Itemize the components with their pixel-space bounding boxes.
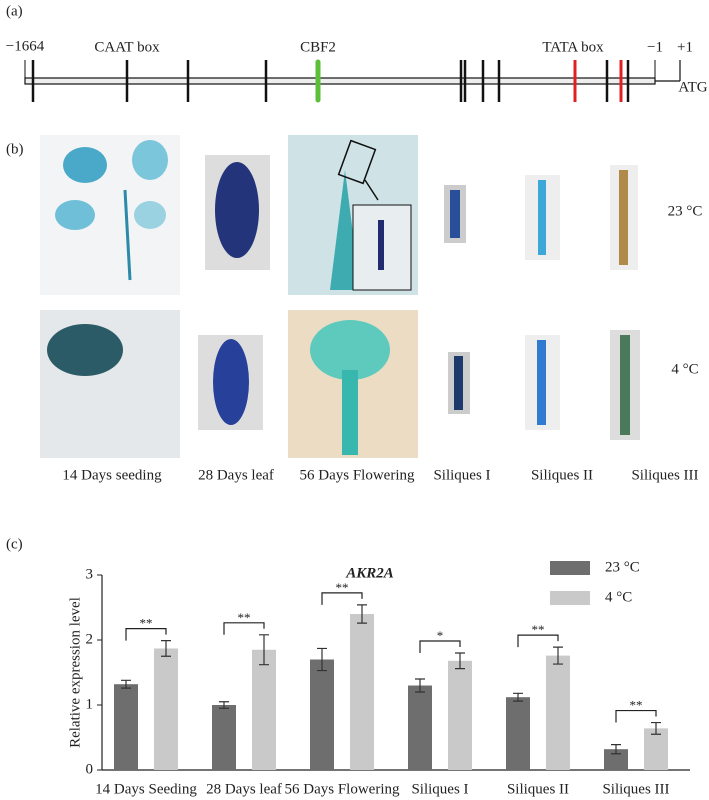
significance-bracket bbox=[125, 628, 167, 641]
y-tick-label: 0 bbox=[86, 761, 94, 777]
column-label: Siliques I bbox=[433, 467, 490, 483]
x-tick-label: Siliques I bbox=[411, 781, 468, 797]
x-tick-label: Siliques III bbox=[602, 781, 669, 797]
significance-bracket bbox=[223, 622, 265, 635]
column-label: 56 Days Flowering bbox=[300, 467, 415, 483]
row-label: 4 °C bbox=[671, 361, 698, 377]
error-bar bbox=[219, 701, 229, 709]
error-bar bbox=[161, 640, 171, 657]
element-label: CBF2 bbox=[300, 39, 336, 55]
bar bbox=[644, 728, 668, 770]
y-tick-label: 3 bbox=[86, 566, 94, 582]
y-axis-label: Relative expression level bbox=[67, 597, 83, 748]
start-label: −1664 bbox=[6, 38, 45, 54]
error-bar bbox=[317, 647, 327, 672]
error-bar bbox=[121, 679, 131, 689]
error-bar bbox=[553, 646, 563, 665]
bar bbox=[546, 655, 570, 770]
error-bar bbox=[415, 678, 425, 693]
column-label: Siliques II bbox=[531, 467, 593, 483]
legend-swatch bbox=[550, 591, 590, 605]
bar bbox=[506, 697, 530, 770]
bar bbox=[310, 659, 334, 770]
column-label: Siliques III bbox=[631, 467, 698, 483]
significance-label: ** bbox=[532, 622, 545, 637]
promoter bbox=[24, 59, 681, 103]
bar bbox=[252, 649, 276, 770]
legend-swatch bbox=[550, 561, 590, 575]
legend-label: 4 °C bbox=[605, 589, 632, 605]
y-tick-label: 1 bbox=[86, 696, 94, 712]
y-tick-label: 2 bbox=[86, 631, 94, 647]
bar bbox=[154, 648, 178, 770]
significance-bracket bbox=[321, 592, 363, 605]
legend-label: 23 °C bbox=[605, 559, 640, 575]
error-bar bbox=[259, 634, 269, 666]
error-bar bbox=[513, 692, 523, 702]
significance-label: ** bbox=[238, 610, 251, 625]
photos bbox=[40, 135, 640, 458]
significance-bracket bbox=[517, 634, 559, 648]
significance-label: ** bbox=[336, 580, 349, 595]
row-label: 23 °C bbox=[668, 203, 703, 219]
error-bar bbox=[455, 652, 465, 670]
error-bar bbox=[611, 744, 621, 755]
atg-label: ATG bbox=[678, 79, 707, 95]
chart-title: AKR2A bbox=[345, 565, 394, 581]
error-bar bbox=[357, 604, 367, 624]
significance-bracket bbox=[419, 640, 461, 653]
significance-label: ** bbox=[630, 698, 643, 713]
bar bbox=[604, 749, 628, 770]
x-tick-label: 14 Days Seeding bbox=[95, 781, 197, 797]
end-label: −1 bbox=[647, 39, 663, 55]
significance-bracket bbox=[615, 709, 657, 723]
bar bbox=[114, 684, 138, 770]
x-tick-label: Siliques II bbox=[507, 781, 569, 797]
tss-label: +1 bbox=[677, 39, 693, 55]
x-tick-label: 28 Days leaf bbox=[206, 781, 282, 797]
significance-label: * bbox=[437, 628, 444, 643]
bar bbox=[212, 705, 236, 770]
x-tick-label: 56 Days Flowering bbox=[285, 781, 400, 797]
element-label: CAAT box bbox=[94, 39, 160, 55]
column-label: 28 Days leaf bbox=[198, 467, 274, 483]
bar bbox=[408, 685, 432, 770]
panel-label: (c) bbox=[6, 536, 23, 552]
bar bbox=[448, 660, 472, 770]
element-label: TATA box bbox=[542, 39, 604, 55]
column-label: 14 Days seeding bbox=[62, 467, 162, 483]
bar bbox=[350, 614, 374, 770]
panel-label: (a) bbox=[6, 3, 23, 19]
error-bar bbox=[651, 721, 661, 735]
significance-label: ** bbox=[140, 616, 153, 631]
panel-label: (b) bbox=[6, 141, 24, 157]
